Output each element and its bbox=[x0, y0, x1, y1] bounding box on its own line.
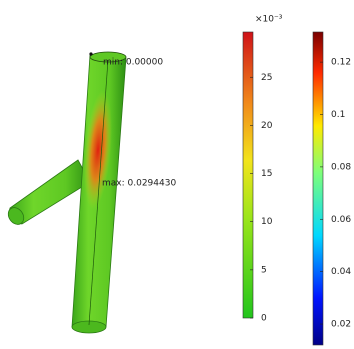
colorbar-tick-label: 0.02 bbox=[331, 320, 351, 330]
viewport: min: 0.00000 max: 0.0294430 ×10⁻³ 0 5 10 15… bbox=[0, 0, 354, 349]
min-label: min: 0.00000 bbox=[103, 58, 163, 68]
colorbar-tick-label: 0.1 bbox=[331, 110, 345, 120]
colorbar-2 bbox=[313, 32, 323, 345]
max-label: max: 0.0294430 bbox=[102, 179, 176, 189]
colorbar-tick-label: 25 bbox=[261, 73, 272, 83]
colorbar-tick-label: 5 bbox=[261, 265, 267, 275]
colorbar-tick-label: 15 bbox=[261, 169, 272, 179]
colorbar-1 bbox=[243, 32, 253, 318]
page: min: 0.00000 max: 0.0294430 ×10⁻³ 0 5 10 15… bbox=[0, 0, 354, 349]
colorbar-tick-label: 20 bbox=[261, 121, 273, 131]
colorbar-tick-label: 0.04 bbox=[331, 267, 351, 277]
pipe-geometry bbox=[5, 52, 126, 333]
colorbar-tick-label: 0.12 bbox=[331, 58, 351, 68]
colorbar-tick-label: 0 bbox=[261, 314, 267, 324]
colorbar-tick-label: 0.06 bbox=[331, 215, 351, 225]
min-marker bbox=[89, 52, 92, 55]
colorbar-tick-label: 10 bbox=[261, 217, 273, 227]
colorbar-multiplier: ×10⁻³ bbox=[255, 15, 283, 25]
colorbar-tick-label: 0.08 bbox=[331, 162, 351, 172]
